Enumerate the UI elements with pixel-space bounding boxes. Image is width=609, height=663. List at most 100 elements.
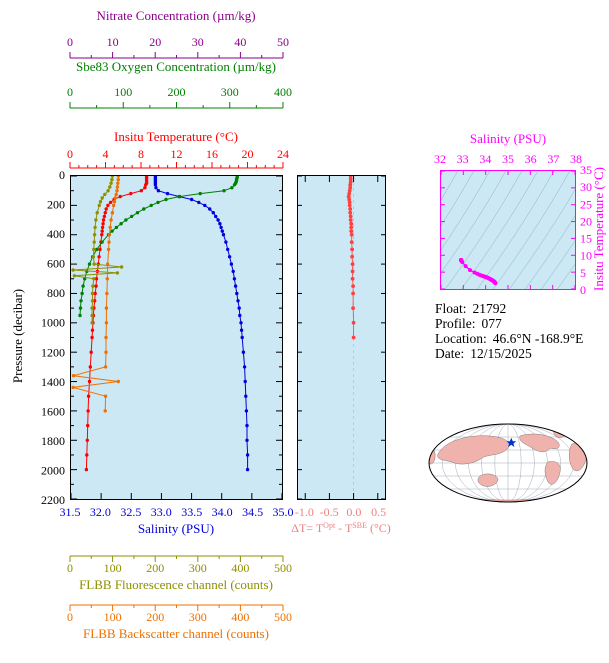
ts-diagram-canvas (441, 171, 575, 289)
svg-text:400: 400 (231, 561, 249, 575)
svg-text:-0.5: -0.5 (320, 505, 339, 519)
delta-t-frame-ticks (298, 176, 385, 499)
svg-text:12: 12 (171, 147, 183, 161)
delta-t-axis-title: ΔT= TOpt - TSBE (°C) (211, 521, 471, 536)
svg-text:4: 4 (103, 147, 109, 161)
svg-text:-1.0: -1.0 (295, 505, 314, 519)
svg-text:0: 0 (67, 85, 73, 99)
float-location-star-icon (506, 437, 517, 448)
plot-frame-ticks (71, 176, 282, 499)
series-delta-t (346, 176, 356, 340)
density-contours (441, 171, 575, 289)
float-info-row: Location: 46.6°N -168.9°E (435, 331, 583, 346)
svg-text:8: 8 (138, 147, 144, 161)
svg-text:100: 100 (104, 561, 122, 575)
svg-text:50: 50 (277, 35, 289, 49)
ts-temperature-axis-title: Insitu Temperature (°C) (591, 167, 606, 291)
svg-text:36: 36 (525, 152, 537, 166)
pressure-axis-title: Pressure (decibar) (10, 288, 25, 384)
svg-text:20: 20 (242, 147, 254, 161)
svg-text:300: 300 (221, 85, 239, 99)
svg-text:33: 33 (457, 152, 469, 166)
delta-t-label-part: (°C) (366, 521, 391, 535)
float-label: Float: (435, 301, 467, 316)
svg-text:20: 20 (149, 35, 161, 49)
series-ts (459, 258, 498, 286)
svg-text:800: 800 (47, 286, 65, 300)
svg-text:100: 100 (104, 610, 122, 624)
backscatter-axis-title: FLBB Backscatter channel (counts) (83, 626, 269, 641)
svg-text:31.5: 31.5 (60, 505, 81, 519)
svg-text:34.0: 34.0 (212, 505, 233, 519)
svg-text:32.0: 32.0 (90, 505, 111, 519)
delta-t-label-part: ΔT= T (291, 521, 324, 535)
svg-text:2000: 2000 (41, 463, 65, 477)
axis-backscatter: 0 100 200 300 400 500 (67, 604, 292, 624)
float-info: Float: 21792 Profile: 077 Location: 46.6°N … (435, 301, 583, 361)
oxygen-axis-title: Sbe83 Oxygen Concentration (µm/kg) (76, 59, 276, 74)
svg-text:0: 0 (67, 561, 73, 575)
delta-t-label-sup-opt: Opt (323, 521, 336, 530)
float-value: 21792 (472, 301, 507, 316)
svg-text:35.0: 35.0 (273, 505, 294, 519)
svg-text:5: 5 (580, 266, 586, 280)
series-backscatter (71, 176, 120, 413)
svg-text:38: 38 (570, 152, 582, 166)
svg-text:500: 500 (274, 610, 292, 624)
float-info-row: Date: 12/15/2025 (435, 346, 583, 361)
svg-text:35: 35 (502, 152, 514, 166)
svg-text:0: 0 (67, 35, 73, 49)
svg-text:0: 0 (67, 610, 73, 624)
svg-text:1400: 1400 (41, 375, 65, 389)
float-info-row: Float: 21792 (435, 301, 583, 316)
svg-text:1800: 1800 (41, 434, 65, 448)
svg-text:200: 200 (168, 85, 186, 99)
svg-text:400: 400 (231, 610, 249, 624)
svg-text:16: 16 (206, 147, 218, 161)
svg-text:300: 300 (189, 561, 207, 575)
axis-nitrate: 0 10 20 30 40 50 (67, 35, 289, 59)
profile-plot-canvas (71, 176, 282, 499)
fluorescence-axis-title: FLBB Fluorescence channel (counts) (79, 577, 273, 592)
profile-plot (70, 175, 283, 500)
svg-text:0: 0 (59, 168, 65, 182)
svg-text:10: 10 (107, 35, 119, 49)
svg-text:33.0: 33.0 (151, 505, 172, 519)
series-oxygen (78, 176, 239, 318)
svg-text:24: 24 (277, 147, 289, 161)
axis-fluorescence: 0 100 200 300 400 500 (67, 555, 292, 575)
series-temperature (84, 176, 149, 472)
svg-text:1200: 1200 (41, 345, 65, 359)
axis-delta-t-labels: -1.0 -0.5 0.0 0.5 (295, 505, 386, 519)
svg-text:0.0: 0.0 (346, 505, 361, 519)
svg-text:30: 30 (192, 35, 204, 49)
svg-text:32.5: 32.5 (120, 505, 141, 519)
profile-label: Profile: (435, 316, 476, 331)
nitrate-axis-title: Nitrate Concentration (µm/kg) (96, 8, 256, 23)
axis-salinity-labels: 31.5 32.0 32.5 33.0 33.5 34.0 34.5 35.0 (60, 505, 294, 519)
svg-text:2200: 2200 (41, 493, 65, 507)
axis-temperature: 0 4 8 12 16 20 24 (67, 147, 289, 169)
ts-frame-ticks (441, 171, 575, 289)
delta-t-plot-canvas (298, 176, 385, 499)
ts-diagram (440, 170, 576, 290)
svg-text:400: 400 (47, 227, 65, 241)
svg-text:0.5: 0.5 (371, 505, 386, 519)
svg-text:500: 500 (274, 561, 292, 575)
svg-text:200: 200 (146, 610, 164, 624)
series-salinity (153, 176, 250, 472)
date-label: Date: (435, 346, 465, 361)
svg-text:300: 300 (189, 610, 207, 624)
world-map (428, 423, 588, 503)
profile-value: 077 (481, 316, 502, 331)
series-fluorescence (71, 176, 124, 325)
svg-text:34.5: 34.5 (242, 505, 263, 519)
svg-text:600: 600 (47, 257, 65, 271)
svg-text:32: 32 (434, 152, 446, 166)
svg-text:37: 37 (547, 152, 559, 166)
ts-salinity-axis-title: Salinity (PSU) (469, 131, 547, 146)
svg-text:200: 200 (47, 198, 65, 212)
salinity-axis-title: Salinity (PSU) (137, 521, 215, 536)
svg-text:400: 400 (274, 85, 292, 99)
axis-oxygen: 0 100 200 300 400 (67, 85, 292, 109)
